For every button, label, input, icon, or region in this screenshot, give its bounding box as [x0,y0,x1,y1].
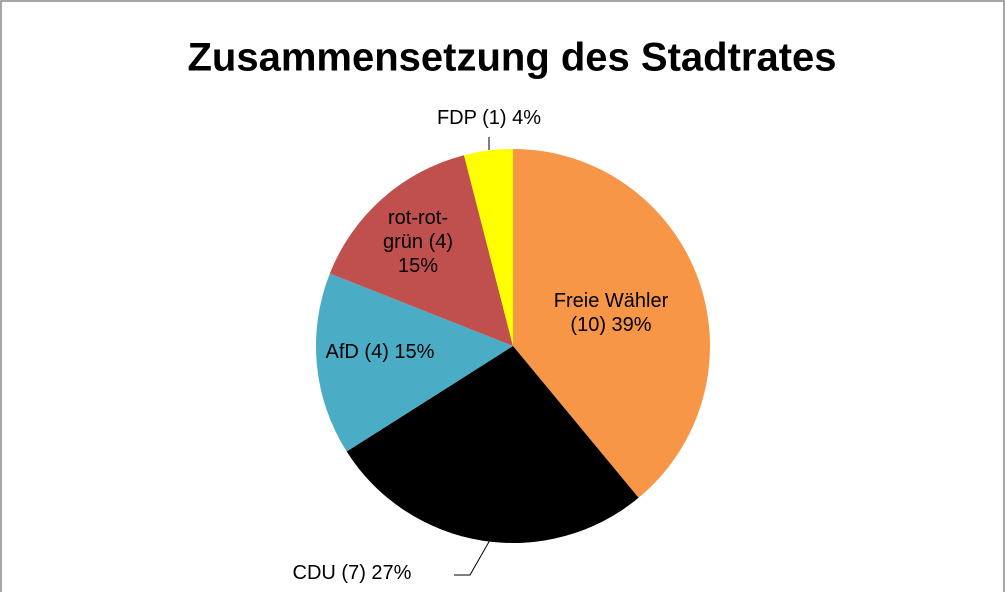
slice [346,346,639,543]
slice [464,149,513,346]
slice [513,149,710,498]
slice [316,273,513,452]
leader-line [454,539,491,576]
data-label: CDU (7) 27% [292,562,412,584]
slices [316,149,710,543]
data-label: AfD (4) 15% [325,341,435,363]
chart-title: Zusammensetzung des Stadtrates [187,36,836,80]
data-label: FDP (1) 4% [436,107,542,129]
data-label: Freie Wähler (10) 39% [553,290,669,336]
data-label: rot-rot-grün (4) 15% [382,207,454,277]
slice [329,155,513,346]
